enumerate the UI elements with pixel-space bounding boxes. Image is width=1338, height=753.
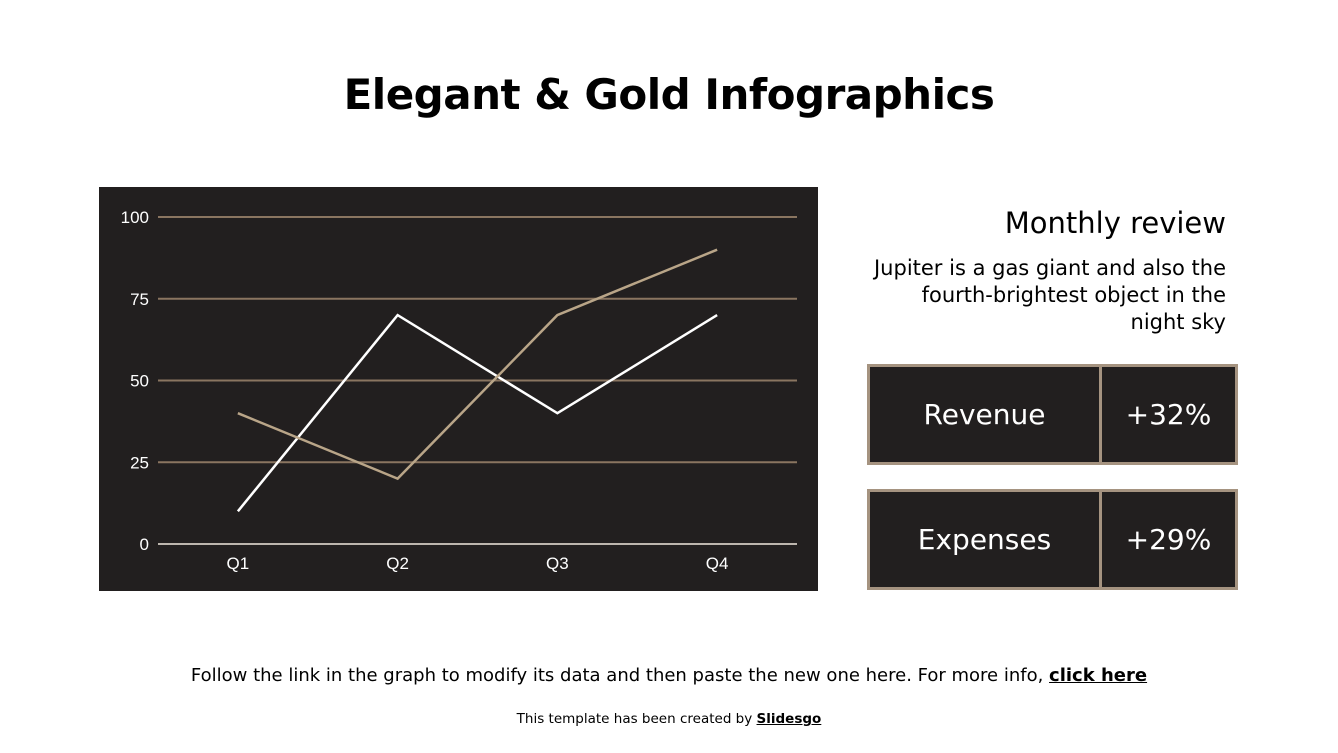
y-tick-label: 50 (130, 372, 149, 391)
revenue-value: +32% (1125, 398, 1212, 431)
expenses-stat-box: Expenses +29% (867, 489, 1238, 590)
click-here-link[interactable]: click here (1049, 665, 1148, 686)
monthly-review-heading: Monthly review (1004, 206, 1226, 240)
y-tick-label: 100 (121, 208, 149, 227)
x-tick-label: Q2 (386, 554, 409, 573)
series-line[interactable] (237, 248, 718, 481)
footer-note: Follow the link in the graph to modify i… (0, 665, 1338, 686)
monthly-review-description: Jupiter is a gas giant and also the four… (873, 256, 1226, 334)
revenue-label: Revenue (870, 367, 1102, 462)
credit-text: This template has been created by (516, 711, 757, 727)
line-chart-plot: 0 25 50 75 100 Q1 Q2 Q3 Q4 (121, 208, 797, 573)
footer-note-text: Follow the link in the graph to modify i… (190, 665, 1050, 686)
y-tick-label: 25 (130, 453, 149, 472)
y-tick-label: 0 (140, 535, 149, 554)
expenses-value: +29% (1125, 523, 1212, 556)
x-tick-label: Q3 (546, 554, 569, 573)
x-tick-label: Q1 (227, 554, 250, 573)
line-chart[interactable]: 0 25 50 75 100 Q1 Q2 Q3 Q4 (99, 187, 818, 591)
expenses-label: Expenses (870, 492, 1102, 587)
revenue-stat-box: Revenue +32% (867, 364, 1238, 465)
credit-line: This template has been created by Slides… (0, 711, 1338, 727)
slide-title: Elegant & Gold Infographics (343, 70, 995, 119)
slidesgo-link[interactable]: Slidesgo (756, 711, 822, 727)
series-line[interactable] (236, 313, 718, 513)
x-tick-label: Q4 (706, 554, 729, 573)
y-tick-label: 75 (130, 290, 149, 309)
